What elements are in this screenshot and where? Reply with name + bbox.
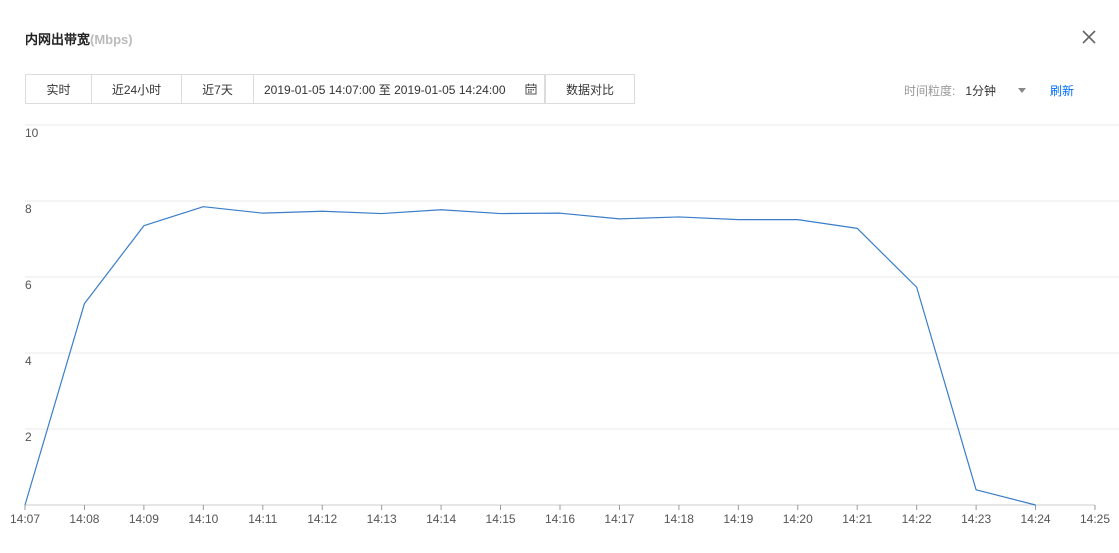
x-tick-label: 14:09 [129,512,159,526]
y-tick-label: 8 [25,202,32,216]
refresh-button[interactable]: 刷新 [1050,84,1075,98]
tab-last-24-hours[interactable]: 近24小时 [91,74,182,104]
date-range-value: 2019-01-05 14:07:00 至 2019-01-05 14:24:0… [264,82,506,97]
tab-last-7-days-label: 近7天 [202,82,233,97]
x-tick-label: 14:13 [367,512,397,526]
tab-last-24-hours-label: 近24小时 [111,82,162,97]
granularity-select: 时间粒度: 1分钟 [904,82,1027,99]
close-button[interactable] [1079,27,1099,47]
tab-realtime-label: 实时 [46,82,71,97]
tab-realtime[interactable]: 实时 [25,74,92,104]
x-tick-label: 14:16 [545,512,575,526]
y-tick-label: 4 [25,354,32,368]
calendar-icon [525,83,537,95]
x-tick-label: 14:18 [664,512,694,526]
y-tick-label: 2 [25,430,32,444]
x-tick-label: 14:15 [486,512,516,526]
granularity-label: 时间粒度: [904,84,956,98]
x-tick-label: 14:14 [426,512,456,526]
series-line [24,206,1036,506]
data-compare-label: 数据对比 [565,82,614,97]
title-text: 内网出带宽 [25,32,91,47]
data-compare-button[interactable]: 数据对比 [545,74,635,104]
x-tick-label: 14:23 [961,512,991,526]
x-tick-label: 14:21 [842,512,872,526]
x-tick-label: 14:10 [188,512,218,526]
x-tick-label: 14:20 [783,512,813,526]
chart-title: 内网出带宽(Mbps) [25,29,133,48]
x-tick-label: 14:12 [307,512,337,526]
tab-last-7-days[interactable]: 近7天 [181,74,254,104]
y-tick-label: 6 [25,278,32,292]
x-tick-label: 14:24 [1021,512,1051,526]
close-icon [1082,30,1096,44]
y-tick-label: 10 [25,126,39,140]
x-tick-label: 14:22 [902,512,932,526]
title-unit: (Mbps) [90,32,133,47]
granularity-value[interactable]: 1分钟 [965,84,997,98]
caret-down-icon[interactable] [1018,87,1027,94]
x-tick-label: 14:07 [10,512,40,526]
time-range-toolbar: 实时 近24小时 近7天 2019-01-05 14:07:00 至 2019-… [25,74,635,104]
x-tick-label: 14:19 [723,512,753,526]
x-tick-label: 14:11 [248,512,277,526]
x-tick-label: 14:08 [69,512,99,526]
date-range-picker[interactable]: 2019-01-05 14:07:00 至 2019-01-05 14:24:0… [253,74,545,104]
x-tick-label: 14:25 [1080,512,1110,526]
x-tick-label: 14:17 [604,512,634,526]
